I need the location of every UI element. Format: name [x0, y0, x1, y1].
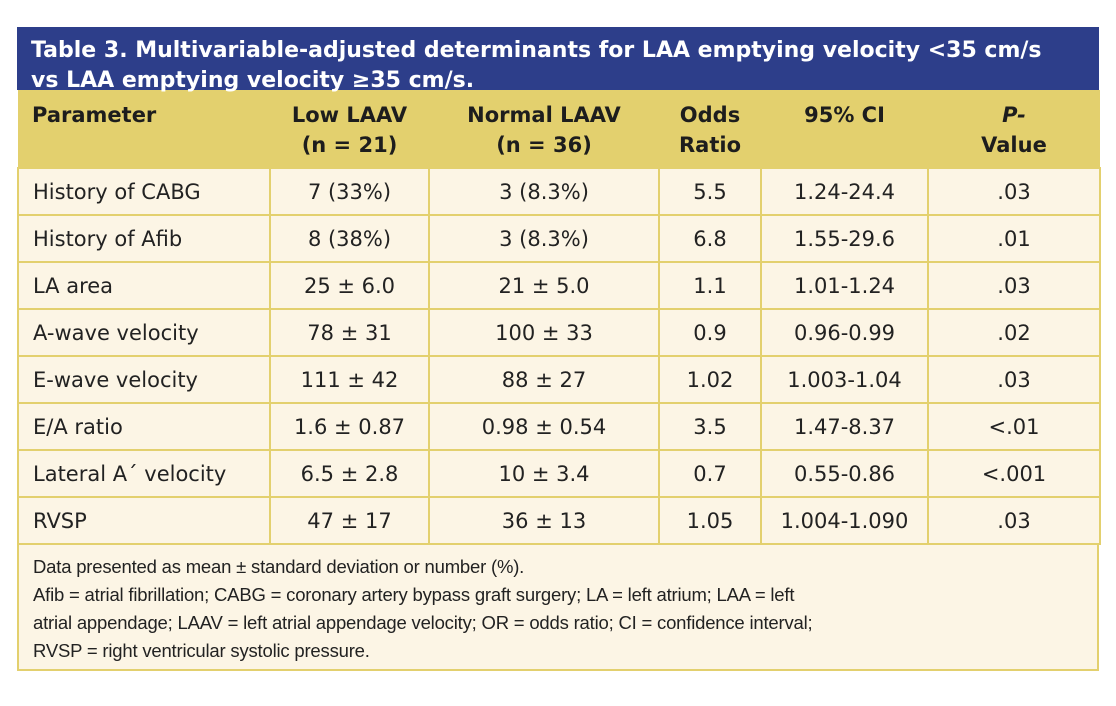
cell-normal-laav: 100 ± 33 — [428, 308, 660, 357]
header-parameter: Parameter — [18, 90, 270, 168]
table-row: RVSP 47 ± 17 36 ± 13 1.05 1.004-1.090.03 — [17, 496, 1101, 545]
table-title-line-1: Table 3. Multivariable-adjusted determin… — [31, 38, 1042, 63]
cell-95-ci: 1.47-8.37 — [760, 402, 929, 451]
data-table: Parameter Low LAAV (n = 21) Normal LAAV (n… — [17, 90, 1101, 545]
header-row: Parameter Low LAAV (n = 21) Normal LAAV (n… — [18, 90, 1100, 168]
cell-p-value: .03 — [927, 167, 1101, 216]
cell-p-value: .03 — [927, 261, 1101, 310]
table-row: Lateral A´ velocity 6.5 ± 2.8 10 ± 3.4 0.7 0… — [17, 449, 1101, 498]
cell-low-laav: 6.5 ± 2.8 — [269, 449, 430, 498]
cell-parameter: RVSP — [17, 496, 271, 545]
cell-95-ci: 1.24-24.4 — [760, 167, 929, 216]
cell-normal-laav: 88 ± 27 — [428, 355, 660, 404]
table-title: Table 3. Multivariable-adjusted determin… — [17, 27, 1099, 93]
cell-low-laav: 1.6 ± 0.87 — [269, 402, 430, 451]
cell-parameter: A-wave velocity — [17, 308, 271, 357]
cell-odds-ratio: 0.7 — [658, 449, 762, 498]
cell-parameter: History of CABG — [17, 167, 271, 216]
cell-odds-ratio: 1.1 — [658, 261, 762, 310]
header-95-ci: 95% CI — [761, 90, 928, 168]
cell-95-ci: 0.96-0.99 — [760, 308, 929, 357]
cell-parameter: Lateral A´ velocity — [17, 449, 271, 498]
table-title-line-2: vs LAA emptying velocity ≥35 cm/s. — [31, 68, 475, 93]
cell-low-laav: 78 ± 31 — [269, 308, 430, 357]
cell-normal-laav: 0.98 ± 0.54 — [428, 402, 660, 451]
cell-95-ci: 0.55-0.86 — [760, 449, 929, 498]
footnote-line-4: RVSP = right ventricular systolic pressu… — [33, 640, 370, 661]
cell-low-laav: 111 ± 42 — [269, 355, 430, 404]
table-footnote: Data presented as mean ± standard deviat… — [17, 545, 1099, 671]
cell-normal-laav: 36 ± 13 — [428, 496, 660, 545]
table-row: LA area 25 ± 6.0 21 ± 5.0 1.1 1.01-1.24.03 — [17, 261, 1101, 310]
footnote-line-3: atrial appendage; LAAV = left atrial app… — [33, 612, 813, 633]
cell-odds-ratio: 3.5 — [658, 402, 762, 451]
cell-parameter: E/A ratio — [17, 402, 271, 451]
cell-p-value: <.01 — [927, 402, 1101, 451]
cell-low-laav: 25 ± 6.0 — [269, 261, 430, 310]
cell-normal-laav: 3 (8.3%) — [428, 214, 660, 263]
cell-p-value: .03 — [927, 355, 1101, 404]
cell-normal-laav: 10 ± 3.4 — [428, 449, 660, 498]
table-container: Table 3. Multivariable-adjusted determin… — [17, 27, 1101, 671]
cell-odds-ratio: 1.02 — [658, 355, 762, 404]
cell-95-ci: 1.55-29.6 — [760, 214, 929, 263]
cell-odds-ratio: 1.05 — [658, 496, 762, 545]
cell-parameter: E-wave velocity — [17, 355, 271, 404]
cell-parameter: LA area — [17, 261, 271, 310]
table-row: E-wave velocity 111 ± 42 88 ± 27 1.02 1.003-… — [17, 355, 1101, 404]
cell-normal-laav: 3 (8.3%) — [428, 167, 660, 216]
cell-parameter: History of Afib — [17, 214, 271, 263]
cell-odds-ratio: 0.9 — [658, 308, 762, 357]
cell-odds-ratio: 5.5 — [658, 167, 762, 216]
header-low-laav: Low LAAV (n = 21) — [270, 90, 429, 168]
header-normal-laav: Normal LAAV (n = 36) — [429, 90, 659, 168]
cell-p-value: .03 — [927, 496, 1101, 545]
header-odds-ratio: Odds Ratio — [659, 90, 761, 168]
cell-p-value: <.001 — [927, 449, 1101, 498]
cell-low-laav: 47 ± 17 — [269, 496, 430, 545]
table-row: History of CABG 7 (33%) 3 (8.3%) 5.5 1.24-24… — [17, 167, 1101, 216]
cell-95-ci: 1.003-1.04 — [760, 355, 929, 404]
cell-p-value: .02 — [927, 308, 1101, 357]
cell-odds-ratio: 6.8 — [658, 214, 762, 263]
cell-95-ci: 1.01-1.24 — [760, 261, 929, 310]
cell-95-ci: 1.004-1.090 — [760, 496, 929, 545]
footnote-line-1: Data presented as mean ± standard deviat… — [33, 556, 525, 577]
header-p-value: P- Value — [928, 90, 1100, 168]
table-row: E/A ratio 1.6 ± 0.87 0.98 ± 0.54 3.5 1.47-8.… — [17, 402, 1101, 451]
cell-low-laav: 7 (33%) — [269, 167, 430, 216]
cell-normal-laav: 21 ± 5.0 — [428, 261, 660, 310]
cell-low-laav: 8 (38%) — [269, 214, 430, 263]
table-row: A-wave velocity 78 ± 31 100 ± 33 0.9 0.96-0.… — [17, 308, 1101, 357]
footnote-line-2: Afib = atrial fibrillation; CABG = coron… — [33, 584, 795, 605]
table-row: History of Afib 8 (38%) 3 (8.3%) 6.8 1.55-29… — [17, 214, 1101, 263]
cell-p-value: .01 — [927, 214, 1101, 263]
